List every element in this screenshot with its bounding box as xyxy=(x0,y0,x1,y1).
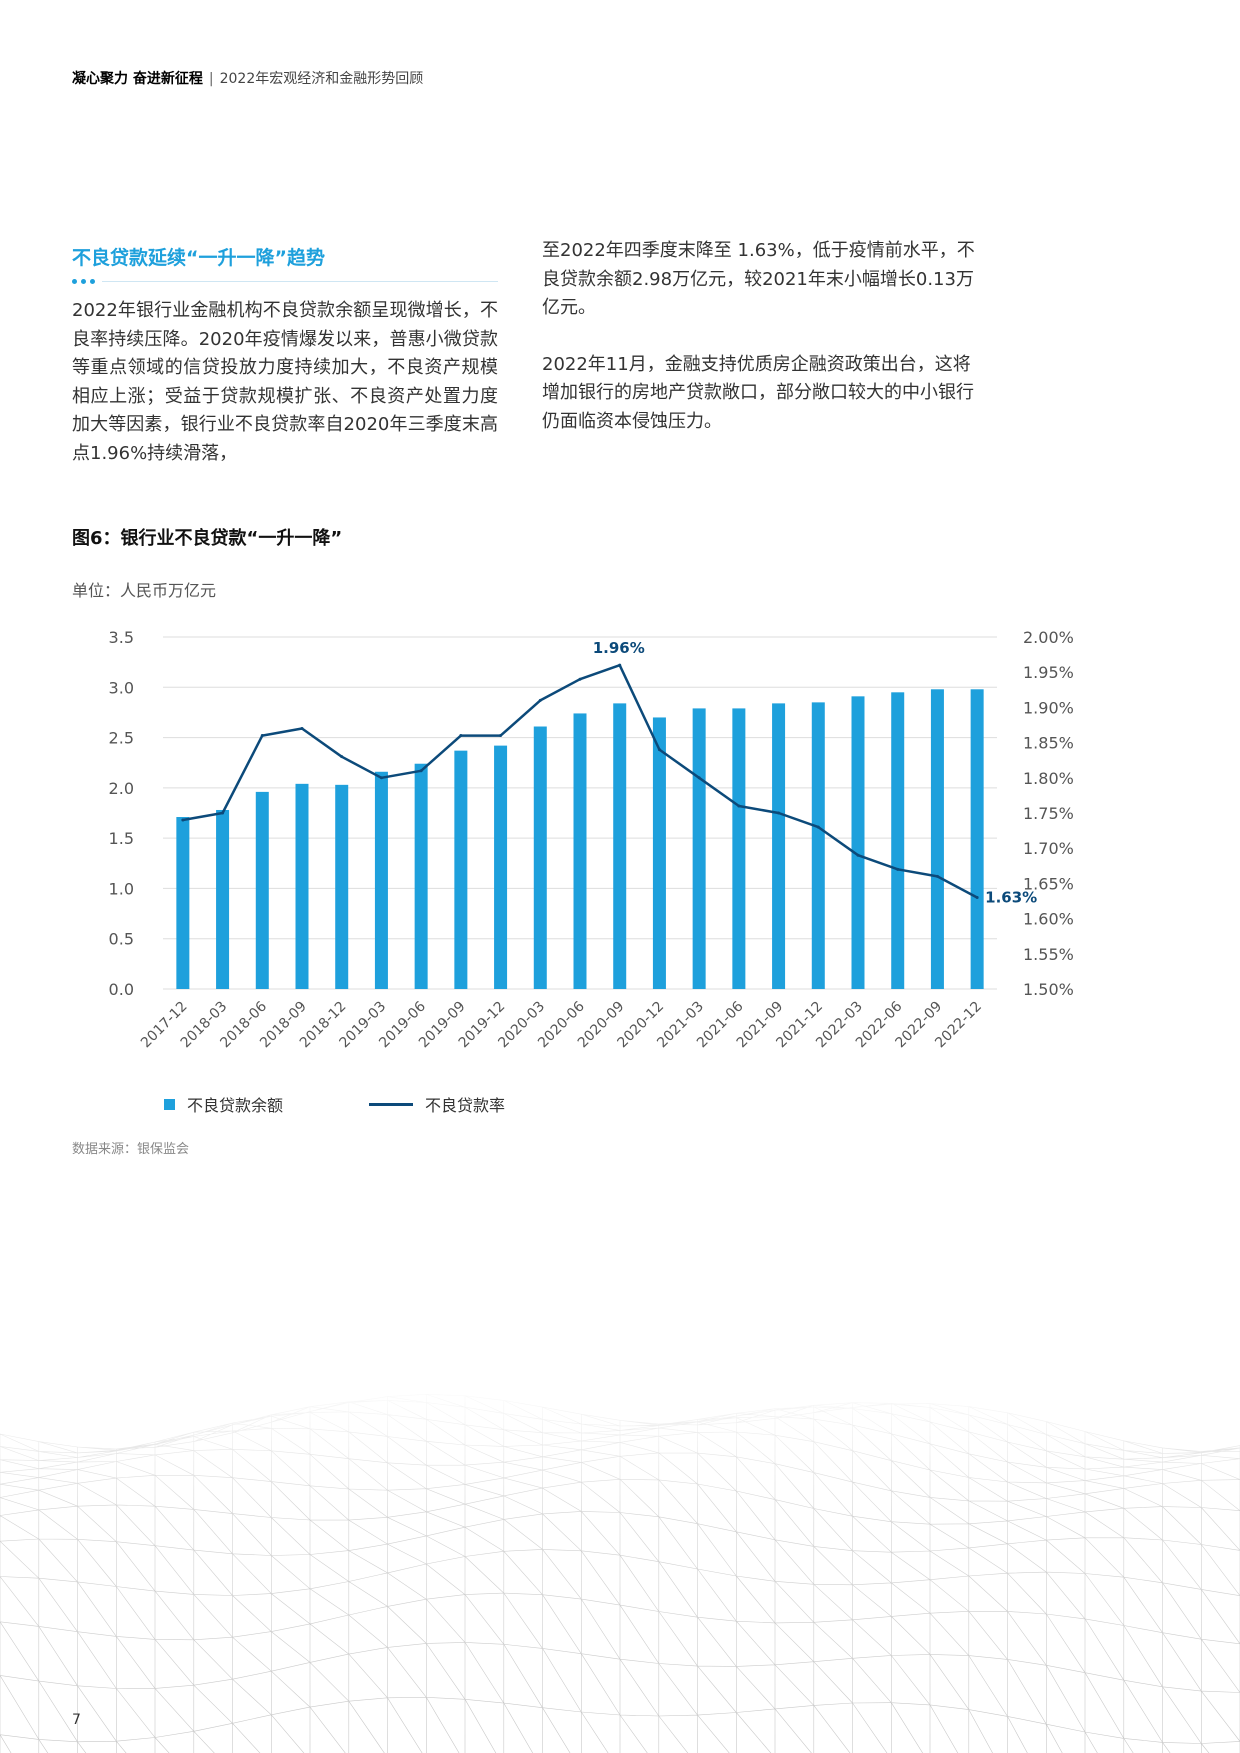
bar xyxy=(930,689,944,989)
running-header: 凝心聚力 奋进新征程 | 2022年宏观经济和金融形势回顾 xyxy=(72,68,423,88)
figure-unit: 单位：人民币万亿元 xyxy=(72,581,217,600)
decorative-wave-mesh xyxy=(0,1380,1240,1753)
y-right-tick-label: 1.85% xyxy=(1023,734,1074,753)
ratio-point xyxy=(816,825,820,829)
ratio-point xyxy=(499,734,503,738)
section-divider xyxy=(72,278,498,286)
ratio-point xyxy=(181,818,185,822)
ratio-point xyxy=(578,677,582,681)
y-right-tick-label: 1.50% xyxy=(1023,980,1074,999)
npl-chart: 3.5 3.0 2.5 2.0 1.5 1.0 0.5 0.0 2.00% 1.95% 1.90%… xyxy=(109,628,1074,1051)
figure-source: 数据来源：银保监会 xyxy=(72,1142,190,1157)
bar xyxy=(216,809,230,989)
y-left-tick-label: 2.5 xyxy=(109,729,134,748)
ratio-point xyxy=(538,698,542,702)
bar xyxy=(255,791,269,989)
body-paragraph: 2022年11月，金融支持优质房企融资政策出台，这将增加银行的房地产贷款敞口，部… xyxy=(542,353,974,432)
page-number: 7 xyxy=(72,1712,81,1728)
ratio-point xyxy=(221,811,225,815)
legend-item-ratio: 不良贷款率 xyxy=(425,1096,506,1115)
chart-legend: 不良贷款余额 不良贷款率 xyxy=(164,1092,505,1116)
y-right-tick-label: 2.00% xyxy=(1023,628,1074,647)
ratio-point xyxy=(777,811,781,815)
ratio-point xyxy=(896,867,900,871)
ratio-point xyxy=(975,895,979,899)
y-right-tick-label: 1.75% xyxy=(1023,804,1074,823)
y-right-tick-label: 1.60% xyxy=(1023,910,1074,929)
bar xyxy=(374,771,388,989)
figure-title: 图6：银行业不良贷款“一升一降” xyxy=(72,528,343,549)
y-left-tick-label: 2.0 xyxy=(109,779,134,798)
legend-bar-swatch xyxy=(164,1098,175,1110)
ratio-point xyxy=(737,804,741,808)
header-separator: | xyxy=(208,71,214,87)
y-right-tick-label: 1.90% xyxy=(1023,698,1074,717)
body-paragraph: 2022年银行业金融机构不良贷款余额呈现微增长，不良率持续压降。2020年疫情爆… xyxy=(72,300,498,464)
data-label: 1.63% xyxy=(985,888,1037,906)
y-left-tick-label: 3.0 xyxy=(109,678,134,697)
bar xyxy=(692,708,706,989)
header-subtitle: 2022年宏观经济和金融形势回顾 xyxy=(219,71,424,87)
section-title: 不良贷款延续“一升一降”趋势 xyxy=(72,247,325,269)
ratio-point xyxy=(935,874,939,878)
y-left-tick-label: 1.0 xyxy=(109,879,134,898)
y-left-tick-label: 0.0 xyxy=(109,980,134,999)
ratio-point xyxy=(657,748,661,752)
bar xyxy=(970,689,984,989)
y-right-tick-label: 1.70% xyxy=(1023,839,1074,858)
bar xyxy=(335,784,349,989)
bar xyxy=(573,713,587,989)
y-left-tick-label: 1.5 xyxy=(109,829,134,848)
bar xyxy=(732,708,746,989)
body-paragraph: 至2022年四季度末降至 1.63%，低于疫情前水平，不良贷款余额2.98万亿元… xyxy=(542,240,975,318)
ratio-point xyxy=(618,663,622,667)
header-title: 凝心聚力 奋进新征程 xyxy=(72,71,203,87)
data-label: 1.96% xyxy=(593,639,645,657)
ratio-point xyxy=(419,769,423,773)
bar xyxy=(176,817,190,989)
ratio-point xyxy=(379,776,383,780)
bar xyxy=(494,745,508,989)
body-column-left: 2022年银行业金融机构不良贷款余额呈现微增长，不良率持续压降。2020年疫情爆… xyxy=(72,297,498,468)
legend-line-swatch xyxy=(369,1102,414,1106)
ratio-point xyxy=(300,727,304,731)
ratio-point xyxy=(856,853,860,857)
bar xyxy=(613,703,627,989)
ratio-point xyxy=(459,734,463,738)
bar xyxy=(811,702,825,989)
y-left-tick-label: 0.5 xyxy=(109,930,134,949)
y-right-tick-label: 1.65% xyxy=(1023,874,1074,893)
ratio-point xyxy=(260,734,264,738)
body-column-right: 至2022年四季度末降至 1.63%，低于疫情前水平，不良贷款余额2.98万亿元… xyxy=(542,237,982,436)
legend-item-balance: 不良贷款余额 xyxy=(187,1096,284,1115)
y-right-tick-label: 1.80% xyxy=(1023,769,1074,788)
ratio-point xyxy=(340,755,344,759)
bar xyxy=(295,783,309,989)
bar xyxy=(414,763,428,989)
y-right-tick-label: 1.95% xyxy=(1023,663,1074,682)
bar xyxy=(891,692,905,989)
y-right-tick-label: 1.55% xyxy=(1023,945,1074,964)
bar xyxy=(533,726,547,989)
y-left-tick-label: 3.5 xyxy=(109,628,134,647)
ratio-point xyxy=(697,776,701,780)
bar xyxy=(851,696,865,989)
bar xyxy=(454,750,468,989)
bar xyxy=(772,703,786,989)
bar xyxy=(652,717,666,989)
